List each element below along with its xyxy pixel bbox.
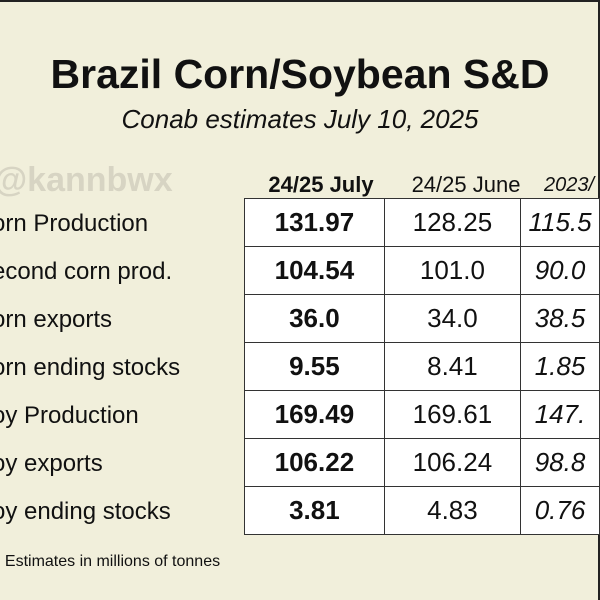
row-label: econd corn prod. [0, 258, 173, 285]
table-cell-july: 106.22 [244, 438, 385, 487]
table-cell-july: 131.97 [244, 198, 385, 247]
table-cell-july: 9.55 [244, 342, 385, 391]
table-cell-july: 104.54 [244, 246, 385, 295]
table-cell-july: 3.81 [244, 486, 385, 535]
table-cell-previous: 90.0 [520, 246, 600, 295]
data-table: 131.97 128.25 115.5 104.54 101.0 90.0 36… [244, 198, 600, 535]
table-cell-june: 8.41 [383, 342, 522, 391]
table-cell-previous: 147. [520, 390, 600, 439]
chart-title: Brazil Corn/Soybean S&D [50, 51, 550, 97]
table-cell-previous: 0.76 [520, 486, 600, 535]
table-row: 36.0 34.0 38.5 [244, 294, 600, 343]
table-row: 9.55 8.41 1.85 [244, 342, 600, 391]
table-row: 169.49 169.61 147. [244, 390, 600, 439]
table-cell-previous: 38.5 [520, 294, 600, 343]
column-header-june: 24/25 June [411, 172, 521, 197]
row-label: orn exports [0, 306, 113, 333]
column-header-previous: 2023/ [544, 174, 595, 196]
table-row: 131.97 128.25 115.5 [244, 198, 600, 247]
chart-subtitle: Conab estimates July 10, 2025 [121, 104, 479, 134]
row-label: orn Production [0, 210, 149, 237]
table-cell-previous: 1.85 [520, 342, 600, 391]
table-cell-july: 169.49 [244, 390, 385, 439]
table-cell-june: 101.0 [383, 246, 522, 295]
row-label: oy exports [0, 450, 103, 477]
watermark: @kannbwx [0, 161, 173, 199]
row-label: orn ending stocks [0, 354, 181, 381]
table-cell-june: 128.25 [383, 198, 522, 247]
table-cell-previous: 98.8 [520, 438, 600, 487]
table-cell-june: 34.0 [383, 294, 522, 343]
footnote: : Estimates in millions of tonnes [0, 553, 221, 570]
column-header-july: 24/25 July [268, 172, 374, 197]
table-cell-july: 36.0 [244, 294, 385, 343]
table-cell-previous: 115.5 [520, 198, 600, 247]
row-label: oy ending stocks [0, 498, 171, 525]
table-row: 3.81 4.83 0.76 [244, 486, 600, 535]
table-cell-june: 106.24 [383, 438, 522, 487]
table-row: 104.54 101.0 90.0 [244, 246, 600, 295]
table-row: 106.22 106.24 98.8 [244, 438, 600, 487]
row-label: oy Production [0, 402, 139, 429]
table-cell-june: 4.83 [383, 486, 522, 535]
table-cell-june: 169.61 [383, 390, 522, 439]
